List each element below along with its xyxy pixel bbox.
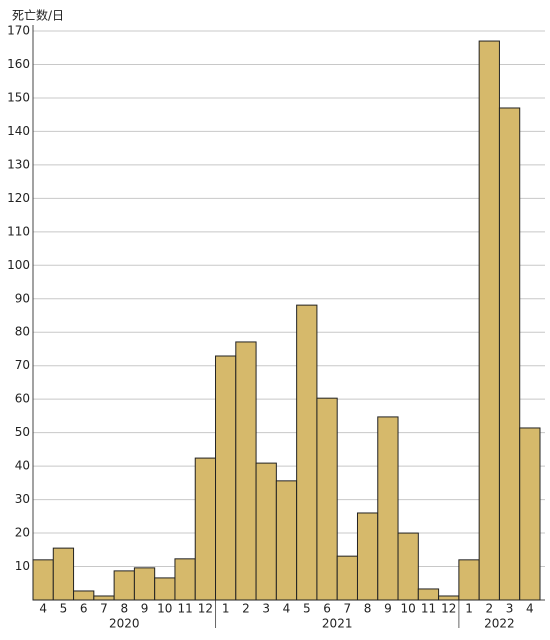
- y-tick-label: 110: [7, 224, 30, 238]
- bar: [174, 558, 196, 601]
- bar: [235, 341, 257, 601]
- y-tick-label: 120: [7, 191, 30, 205]
- bar: [356, 512, 379, 601]
- x-tick-label: 6: [80, 602, 88, 616]
- x-tick-label: 7: [344, 602, 352, 616]
- bar: [316, 397, 338, 601]
- bar: [296, 304, 318, 601]
- y-tick-label: 40: [15, 459, 30, 473]
- x-tick-label: 3: [506, 602, 514, 616]
- y-axis-label: 死亡数/日: [12, 8, 64, 23]
- bar: [73, 590, 95, 601]
- bar: [458, 559, 480, 601]
- bar: [498, 107, 521, 601]
- x-tick-label: 6: [323, 602, 331, 616]
- y-tick-label: 140: [7, 124, 30, 138]
- y-tick-label: 20: [15, 526, 30, 540]
- x-tick-label: 10: [157, 602, 172, 616]
- year-label: 2021: [322, 617, 353, 631]
- x-tick-label: 3: [262, 602, 270, 616]
- y-tick-label: 30: [15, 492, 30, 506]
- x-tick-label: 12: [198, 602, 213, 616]
- x-tick-label: 4: [39, 602, 47, 616]
- y-tick-label: 100: [7, 258, 30, 272]
- y-tick-label: 70: [15, 358, 30, 372]
- y-tick-label: 60: [15, 392, 30, 406]
- bar: [215, 355, 237, 601]
- x-tick-label: 10: [401, 602, 416, 616]
- y-tick-label: 50: [15, 425, 30, 439]
- x-tick-label: 8: [120, 602, 128, 616]
- x-tick-label: 1: [222, 602, 230, 616]
- bar: [336, 555, 358, 601]
- bar: [275, 480, 298, 601]
- y-tick-label: 160: [7, 57, 30, 71]
- x-tick-label: 4: [283, 602, 291, 616]
- x-tick-label: 12: [441, 602, 456, 616]
- bar: [133, 567, 156, 601]
- bar: [93, 595, 115, 601]
- bar: [32, 559, 54, 601]
- y-tick-label: 80: [15, 325, 30, 339]
- bar: [478, 40, 500, 601]
- bar: [377, 416, 399, 601]
- x-tick-label: 7: [100, 602, 108, 616]
- year-label: 2020: [109, 617, 140, 631]
- y-tick-label: 90: [15, 291, 30, 305]
- x-tick-label: 11: [177, 602, 192, 616]
- bar: [417, 588, 440, 601]
- x-tick-label: 1: [465, 602, 473, 616]
- year-label: 2022: [484, 617, 515, 631]
- x-tick-label: 8: [364, 602, 372, 616]
- bar: [519, 427, 541, 601]
- bar: [255, 462, 277, 601]
- x-tick-label: 11: [421, 602, 436, 616]
- bar: [397, 532, 419, 601]
- x-tick-label: 5: [303, 602, 311, 616]
- x-tick-label: 5: [60, 602, 68, 616]
- y-tick-label: 10: [15, 559, 30, 573]
- y-tick-label: 170: [7, 24, 30, 38]
- bar: [194, 457, 217, 601]
- x-tick-label: 9: [141, 602, 149, 616]
- y-tick-label: 130: [7, 157, 30, 171]
- bar: [154, 577, 176, 601]
- y-tick-label: 150: [7, 90, 30, 104]
- x-tick-label: 2: [242, 602, 250, 616]
- bar: [113, 570, 135, 601]
- x-tick-label: 4: [526, 602, 534, 616]
- x-tick-label: 9: [384, 602, 392, 616]
- x-tick-label: 2: [485, 602, 493, 616]
- bar: [52, 547, 75, 601]
- bar: [438, 595, 460, 601]
